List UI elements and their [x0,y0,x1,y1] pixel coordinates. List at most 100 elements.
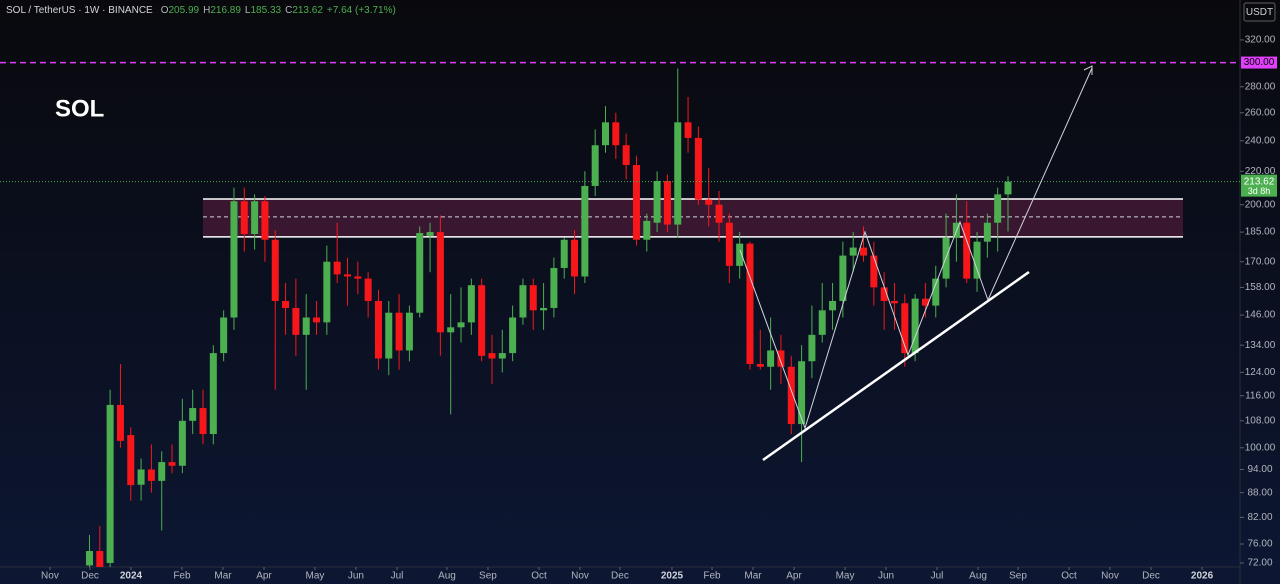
candle-body [302,317,310,335]
symbol: SOL / TetherUS · 1W · BINANCE [6,5,153,16]
candle-body [189,408,197,421]
candle-body [560,239,568,268]
candle-body [230,201,238,318]
candle-body [973,241,981,279]
candle-body [715,204,723,223]
y-tick-label: 280.00 [1245,81,1276,92]
candle-body [313,317,321,323]
candle-body [849,247,857,256]
candle-body [127,435,135,486]
x-tick-label: Jul [931,571,944,582]
x-tick-label: Aug [438,571,456,582]
candle-body [282,300,290,308]
y-tick-label: 240.00 [1245,135,1276,146]
candle-body [684,122,692,138]
y-tick-label: 200.00 [1245,199,1276,210]
x-tick-label: Dec [611,571,629,582]
candle-body [199,408,207,435]
y-tick-label: 76.00 [1247,539,1272,550]
candle-body [385,312,393,359]
candle-body [798,361,806,425]
candle-body [251,201,259,234]
x-tick-label: 2025 [661,571,684,582]
candle-body [292,307,300,335]
candle-body [220,317,228,354]
y-tick-label: 146.00 [1245,310,1276,321]
candle-body [612,122,620,146]
x-tick-label: Dec [81,571,99,582]
drawings [739,65,1093,462]
y-tick-label: 94.00 [1247,464,1272,475]
candle-body [426,232,434,236]
ohlc-label: O [161,5,169,16]
candle-body [787,366,795,425]
candle-body [354,276,362,279]
candle-body [829,300,837,311]
candle-body [405,312,413,351]
ohlc-value: 205.99 [169,5,200,16]
candle-body [994,194,1002,223]
candle-body [498,353,506,359]
candle-body [364,278,372,301]
x-tick-label: Mar [214,571,232,582]
x-tick-label: Aug [969,571,987,582]
projection-arrow [987,67,1093,301]
last-price-box [1241,174,1277,197]
candle-body [839,255,847,301]
candle-body [96,551,104,567]
candle-body [106,404,114,563]
y-tick-label: 82.00 [1247,512,1272,523]
candle-body [643,220,651,240]
candle-body [694,137,702,200]
candle-body [601,122,609,146]
candle-body [467,285,475,323]
candle-body [860,247,868,256]
x-tick-label: Sep [479,571,497,582]
candle-body [705,199,713,205]
candle-body [519,285,527,318]
candle-body [901,303,909,354]
candle-body [1004,181,1012,195]
y-tick-label: 134.00 [1245,340,1276,351]
candle-body [374,300,382,359]
candle-body [777,350,785,367]
target-label: 300.00 [1244,57,1275,68]
ohlc-value: 216.89 [210,5,241,16]
candle-body [436,232,444,333]
candle-body [932,278,940,306]
candle-body [261,201,269,240]
candle-body [921,298,929,306]
x-tick-label: Apr [786,571,802,582]
ohlc-value: 185.33 [250,5,281,16]
arrow-head [1083,65,1093,75]
candle-body [158,462,166,481]
y-tick-label: 108.00 [1245,415,1276,426]
candle-body [870,255,878,288]
candle-body [767,350,775,367]
plot-area [0,61,1240,567]
candle-body [147,469,155,481]
x-tick-label: Nov [1101,571,1119,582]
candle-body [746,243,754,364]
candle-body [529,285,537,311]
candle-body [540,307,548,311]
y-tick-label: 100.00 [1245,442,1276,453]
y-tick-label: 260.00 [1245,107,1276,118]
x-tick-label: Apr [256,571,272,582]
x-tick-label: May [836,571,855,582]
candle-body [116,404,124,441]
x-tick-label: Feb [703,571,721,582]
chart-title: SOL [55,95,104,122]
header: SOL / TetherUS · 1W · BINANCE O205.99 H216… [6,5,396,16]
countdown: 3d 8h [1248,186,1271,196]
candle-body [168,462,176,466]
currency: USDT [1246,7,1273,18]
x-tick-label: Sep [1009,571,1027,582]
y-tick-label: 88.00 [1247,487,1272,498]
x-tick-label: Nov [571,571,589,582]
ohlc-label: H [203,5,210,16]
candle-body [818,310,826,335]
candle-body [178,420,186,466]
candle-body [416,233,424,313]
